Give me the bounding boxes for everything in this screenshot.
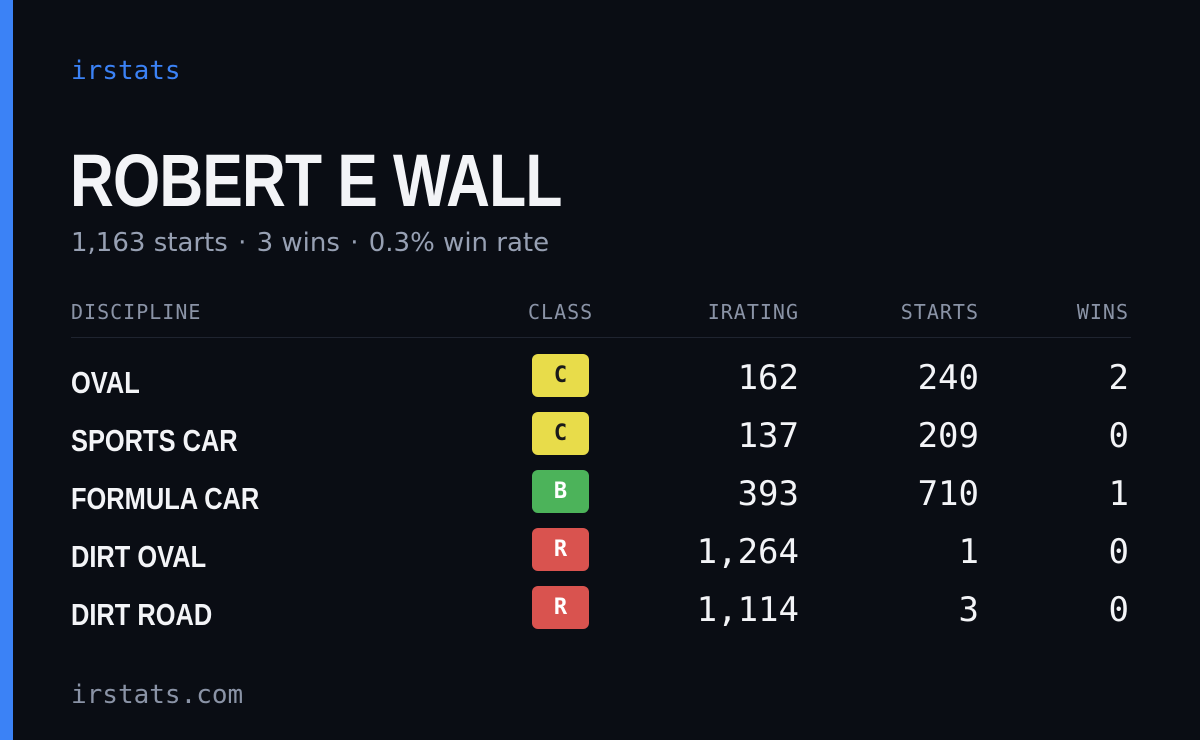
table-row: DIRT OVAL R 1,264 1 0 <box>71 524 1131 582</box>
class-badge: B <box>532 470 589 513</box>
class-badge: C <box>532 354 589 397</box>
driver-name: ROBERT E WALL <box>70 139 562 222</box>
row-starts: 209 <box>917 416 979 456</box>
row-starts: 710 <box>917 474 979 514</box>
row-irating: 393 <box>737 474 799 514</box>
row-discipline: SPORTS CAR <box>71 423 238 458</box>
table-row: FORMULA CAR B 393 710 1 <box>71 466 1131 524</box>
header-starts: STARTS <box>900 300 979 324</box>
row-wins: 0 <box>1108 416 1129 456</box>
row-wins: 0 <box>1108 590 1129 630</box>
class-badge: R <box>532 528 589 571</box>
row-discipline: DIRT ROAD <box>71 597 213 632</box>
summary-starts: 1,163 starts <box>71 228 228 258</box>
row-wins: 1 <box>1108 474 1129 514</box>
driver-summary: 1,163 starts · 3 wins · 0.3% win rate <box>71 228 549 258</box>
header-wins: WINS <box>1076 300 1129 324</box>
row-wins: 0 <box>1108 532 1129 572</box>
table-row: OVAL C 162 240 2 <box>71 350 1131 408</box>
row-discipline: OVAL <box>71 365 140 400</box>
class-badge: R <box>532 586 589 629</box>
row-starts: 240 <box>917 358 979 398</box>
header-irating: IRATING <box>707 300 799 324</box>
table-row: SPORTS CAR C 137 209 0 <box>71 408 1131 466</box>
row-discipline: DIRT OVAL <box>71 539 207 574</box>
brand-logo[interactable]: irstats <box>71 56 181 86</box>
discipline-table: OVAL C 162 240 2 SPORTS CAR C 137 209 0 … <box>71 350 1131 640</box>
row-discipline: FORMULA CAR <box>71 481 260 516</box>
header-discipline: DISCIPLINE <box>71 300 202 324</box>
accent-bar <box>0 0 13 740</box>
summary-wins: 3 wins <box>256 228 340 258</box>
row-starts: 3 <box>958 590 979 630</box>
summary-win-rate: 0.3% win rate <box>368 228 550 258</box>
summary-separator: · <box>238 228 247 258</box>
table-row: DIRT ROAD R 1,114 3 0 <box>71 582 1131 640</box>
summary-separator: · <box>350 228 359 258</box>
class-badge: C <box>532 412 589 455</box>
row-irating: 137 <box>737 416 799 456</box>
footer-url[interactable]: irstats.com <box>71 680 244 710</box>
header-class: CLASS <box>528 300 594 324</box>
row-irating: 1,264 <box>696 532 799 572</box>
row-irating: 162 <box>737 358 799 398</box>
row-starts: 1 <box>958 532 979 572</box>
row-wins: 2 <box>1108 358 1129 398</box>
table-header: DISCIPLINE CLASS IRATING STARTS WINS <box>71 300 1131 338</box>
row-irating: 1,114 <box>696 590 799 630</box>
